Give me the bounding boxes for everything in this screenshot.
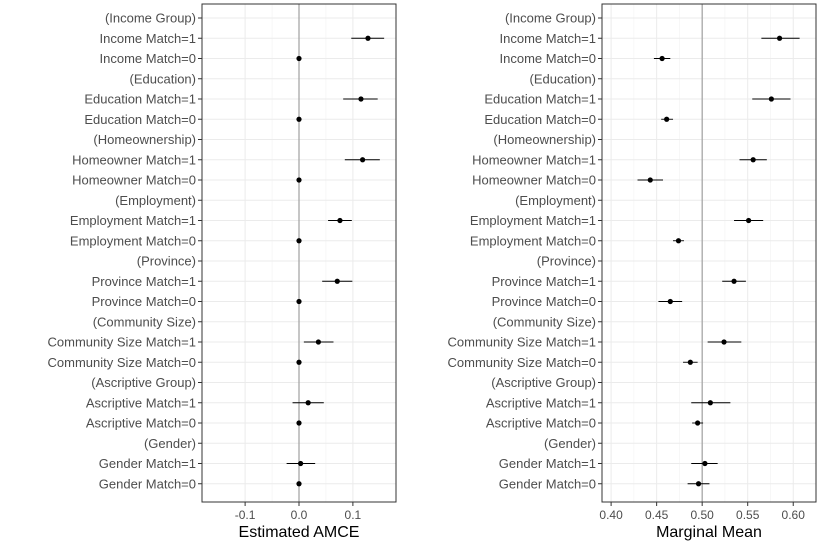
category-label: Homeowner Match=1 <box>472 152 596 167</box>
category-label: Community Size Match=1 <box>448 335 596 350</box>
data-point <box>731 278 737 284</box>
data-point <box>296 177 302 183</box>
category-label: (Gender) <box>144 436 196 451</box>
x-tick-label: 0.0 <box>291 508 308 522</box>
data-point <box>750 157 756 163</box>
category-label: Income Match=0 <box>100 51 196 66</box>
category-label: (Community Size) <box>493 314 596 329</box>
category-label: Ascriptive Match=0 <box>486 416 596 431</box>
data-point <box>334 278 340 284</box>
category-label: (Income Group) <box>505 11 596 26</box>
category-label: (Employment) <box>115 193 196 208</box>
data-point <box>707 400 713 406</box>
category-label: (Employment) <box>515 193 596 208</box>
data-point <box>298 460 304 467</box>
data-point <box>695 420 701 426</box>
x-axis-title: Marginal Mean <box>656 524 762 541</box>
category-label: Province Match=0 <box>92 294 196 309</box>
category-label: (Ascriptive Group) <box>491 375 596 390</box>
category-label: Province Match=1 <box>92 274 196 289</box>
category-label: (Gender) <box>544 436 596 451</box>
panel-border <box>601 3 817 503</box>
category-label: Employment Match=0 <box>470 233 596 248</box>
data-point <box>768 96 774 102</box>
data-point <box>667 298 673 305</box>
category-label: Homeowner Match=0 <box>472 173 596 188</box>
data-point <box>296 420 302 426</box>
category-label: Gender Match=0 <box>99 476 196 491</box>
category-label: (Province) <box>137 254 196 269</box>
category-label: (Ascriptive Group) <box>91 375 196 390</box>
category-label: Gender Match=1 <box>499 456 596 471</box>
data-point <box>659 55 665 62</box>
category-label: Employment Match=1 <box>470 213 596 228</box>
data-point <box>702 460 708 467</box>
category-label: Gender Match=1 <box>99 456 196 471</box>
data-point <box>296 116 302 122</box>
data-point <box>365 35 371 41</box>
category-label: Education Match=0 <box>484 112 596 127</box>
category-label: Province Match=0 <box>492 294 596 309</box>
category-label: (Income Group) <box>105 11 196 26</box>
category-label: Ascriptive Match=1 <box>86 395 196 410</box>
data-point <box>305 400 311 406</box>
category-label: Community Size Match=0 <box>448 355 596 370</box>
x-tick-label: 0.60 <box>782 508 806 522</box>
data-point <box>296 481 302 487</box>
category-label: Employment Match=1 <box>70 213 196 228</box>
category-label: (Homeownership) <box>93 132 196 147</box>
category-label: Income Match=0 <box>500 51 596 66</box>
x-tick-label: 0.50 <box>690 508 714 522</box>
category-label: Education Match=0 <box>84 112 196 127</box>
panel-background <box>602 4 816 502</box>
category-label: Homeowner Match=0 <box>72 173 196 188</box>
data-point <box>315 339 321 345</box>
category-label: Ascriptive Match=0 <box>86 416 196 431</box>
data-point <box>296 55 302 62</box>
data-point <box>359 157 366 163</box>
category-label: Education Match=1 <box>84 92 196 107</box>
data-point <box>296 238 302 244</box>
x-tick-label: 0.1 <box>345 508 362 522</box>
data-point <box>675 238 682 244</box>
category-label: (Education) <box>130 71 196 86</box>
x-tick-label: 0.45 <box>645 508 669 522</box>
x-tick-label: 0.40 <box>599 508 623 522</box>
category-label: Community Size Match=0 <box>48 355 196 370</box>
data-point <box>695 481 702 487</box>
category-label: (Province) <box>537 254 596 269</box>
data-point <box>296 359 302 365</box>
data-point <box>296 298 302 305</box>
data-point <box>647 177 653 183</box>
category-label: Ascriptive Match=1 <box>486 395 596 410</box>
data-point <box>664 116 670 122</box>
data-point <box>687 359 693 365</box>
data-point <box>721 339 727 345</box>
category-label: (Community Size) <box>93 314 196 329</box>
category-label: Community Size Match=1 <box>48 335 196 350</box>
category-label: (Homeownership) <box>493 132 596 147</box>
x-tick-label: -0.1 <box>235 508 256 522</box>
data-point <box>746 217 752 224</box>
category-label: (Education) <box>530 71 596 86</box>
category-label: Gender Match=0 <box>499 476 596 491</box>
category-label: Income Match=1 <box>100 31 196 46</box>
category-label: Education Match=1 <box>484 92 596 107</box>
data-point <box>358 96 364 102</box>
category-label: Employment Match=0 <box>70 233 196 248</box>
category-label: Income Match=1 <box>500 31 596 46</box>
category-label: Homeowner Match=1 <box>72 152 196 167</box>
x-axis-title: Estimated AMCE <box>239 524 360 541</box>
data-point <box>776 35 783 41</box>
panel-2: (Income Group) Income Match=1 Income Match… <box>448 3 817 541</box>
panel-1: (Income Group) Income Match=1 Income Match… <box>48 3 397 541</box>
category-label: Province Match=1 <box>492 274 596 289</box>
data-point <box>337 217 343 224</box>
x-tick-label: 0.55 <box>736 508 760 522</box>
